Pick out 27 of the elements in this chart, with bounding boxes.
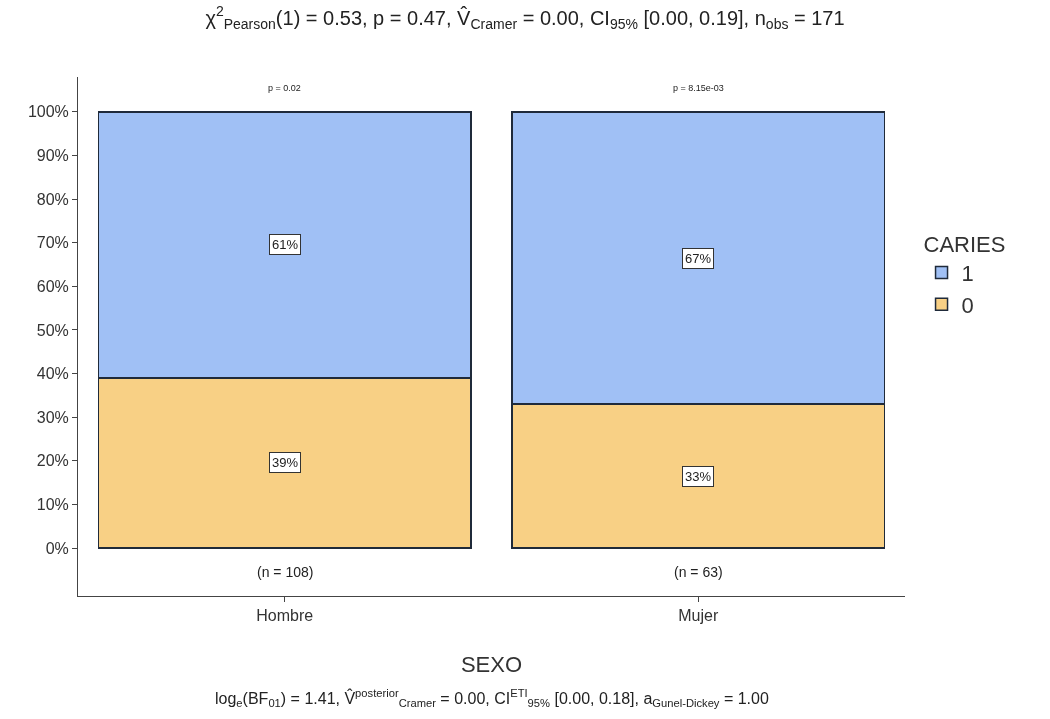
y-tick-label: 10%: [36, 496, 69, 514]
y-tick-label: 0%: [45, 539, 69, 557]
annotation: p = 0.02: [268, 83, 301, 93]
data-label: 39%: [272, 455, 299, 470]
legend-label: 0: [961, 292, 974, 318]
data-label: 33%: [685, 469, 712, 484]
annotation: (n = 108): [257, 564, 314, 580]
annotation: (n = 63): [674, 564, 723, 580]
y-tick-label: 60%: [36, 277, 69, 295]
annotation: p = 8.15e-03: [673, 83, 724, 93]
y-tick-label: 40%: [36, 365, 69, 383]
y-tick-label: 30%: [36, 408, 69, 426]
y-tick-label: 70%: [36, 234, 69, 252]
y-tick-label: 90%: [36, 147, 69, 165]
text: log$_{e}$(BF$_{01}$) = 1.41, V̂$^{posterior}$$_{Cramer}$ = 0.00, CI$^{ETI}$$_{95%}$ [0.00, 0.18], a$_{Gunel-Dickey}$ = 1.00: [215, 687, 769, 710]
legend-label: 1: [961, 261, 974, 287]
y-tick-label: 20%: [36, 452, 69, 470]
y-tick-label: 80%: [36, 190, 69, 208]
data-label: 61%: [272, 237, 299, 252]
x-axis-title: SEXO: [460, 652, 523, 677]
legend-title: CARIES: [923, 231, 1006, 257]
chart-title: χ$^{2}$$_{Pearson}$(1) = 0.53, p = 0.47, V̂$_{Cramer}$ = 0.00, CI$_{95%}$ [0.00, 0.19], n$_{obs}$ = 171: [205, 3, 845, 32]
x-tick-label: Mujer: [678, 607, 719, 625]
y-tick-label: 50%: [36, 321, 69, 339]
x-tick-label: Hombre: [256, 607, 314, 625]
y-tick-label: 100%: [27, 103, 69, 121]
data-label: 67%: [685, 251, 712, 266]
